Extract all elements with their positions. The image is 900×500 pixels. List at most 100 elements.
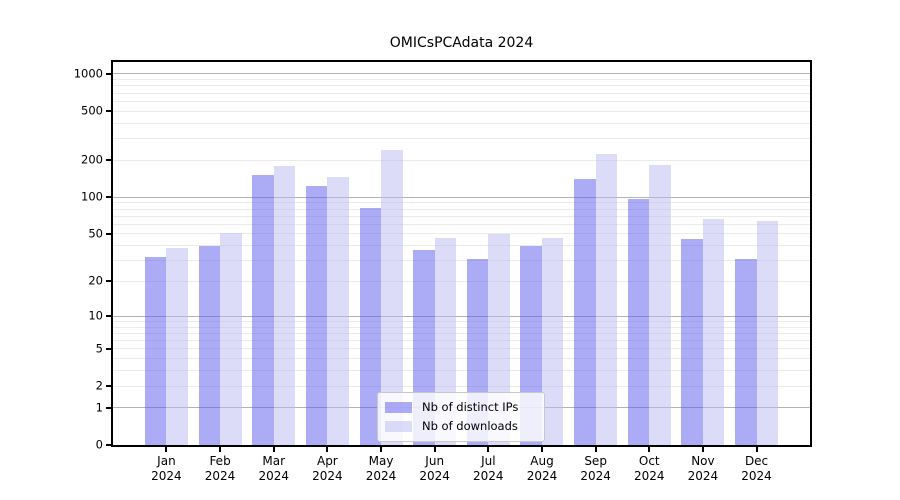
x-tick-month: Aug — [530, 454, 554, 468]
minor-gridline-70 — [113, 215, 810, 217]
x-tick-year: 2024 — [258, 469, 289, 483]
x-tick-may — [380, 447, 383, 452]
x-tick-month: Oct — [638, 454, 660, 468]
x-tick-month: Apr — [316, 454, 338, 468]
y-tick-label-500: 500 — [81, 103, 103, 118]
x-tick-label-feb: Feb 2024 — [193, 454, 247, 484]
bar-sep-distinct-ips — [574, 179, 596, 445]
minor-gridline-300 — [113, 138, 810, 139]
x-tick-label-apr: Apr 2024 — [300, 454, 354, 484]
x-tick-label-oct: Oct 2024 — [622, 454, 676, 484]
legend-item-downloads: Nb of downloads — [385, 417, 538, 435]
minor-gridline-600 — [113, 100, 810, 102]
minor-gridline-4 — [113, 358, 810, 360]
x-tick-month: Jun — [425, 454, 445, 468]
bar-mar-distinct-ips — [252, 174, 274, 445]
bar-may-distinct-ips — [359, 208, 382, 445]
minor-gridline-60 — [113, 223, 810, 225]
y-tick-label-200: 200 — [81, 152, 103, 167]
bar-dec-distinct-ips — [735, 258, 757, 445]
x-tick-month: Mar — [262, 454, 286, 468]
y-tick-500 — [106, 110, 111, 113]
legend-swatch-distinct-ips — [385, 401, 412, 413]
bar-nov-downloads — [702, 219, 725, 445]
x-tick-year: 2024 — [312, 469, 343, 483]
minor-gridline-40 — [113, 245, 810, 247]
bar-aug-downloads — [541, 238, 564, 445]
x-tick-label-jan: Jan 2024 — [139, 454, 193, 484]
bar-apr-downloads — [327, 176, 349, 445]
x-tick-month: Sep — [584, 454, 607, 468]
x-tick-oct — [648, 447, 651, 452]
x-tick-year: 2024 — [633, 469, 665, 483]
legend: Nb of distinct IPs Nb of downloads — [377, 392, 545, 442]
minor-gridline-8 — [113, 326, 810, 328]
x-tick-year: 2024 — [419, 469, 450, 483]
y-tick-label-10: 10 — [88, 308, 103, 323]
x-tick-jun — [433, 447, 436, 452]
y-tick-label-20: 20 — [88, 273, 103, 288]
x-tick-label-nov: Nov 2024 — [676, 454, 730, 484]
minor-gridline-200 — [113, 159, 810, 161]
y-tick-label-50: 50 — [88, 226, 103, 241]
bar-oct-downloads — [649, 164, 671, 445]
legend-label-distinct-ips: Nb of distinct IPs — [422, 400, 519, 414]
x-tick-label-jul: Jul 2024 — [461, 454, 515, 484]
y-tick-5 — [106, 347, 111, 350]
chart-title: OMICsPCAdata 2024 — [389, 35, 534, 51]
y-tick-20 — [106, 280, 111, 283]
minor-gridline-3 — [113, 370, 810, 372]
x-tick-label-dec: Dec 2024 — [730, 454, 784, 484]
minor-gridline-500 — [113, 110, 810, 112]
x-tick-feb — [219, 447, 222, 452]
minor-gridline-900 — [113, 79, 810, 81]
x-tick-year: 2024 — [687, 469, 719, 483]
major-gridline-1000 — [113, 73, 810, 75]
minor-gridline-7 — [113, 332, 810, 334]
x-tick-year: 2024 — [365, 469, 397, 483]
bar-nov-distinct-ips — [681, 239, 703, 445]
bar-feb-downloads — [220, 232, 242, 445]
y-tick-label-1: 1 — [95, 400, 103, 415]
minor-gridline-30 — [113, 260, 810, 262]
y-tick-label-0: 0 — [95, 437, 103, 452]
x-tick-label-mar: Mar 2024 — [247, 454, 301, 484]
minor-gridline-5 — [113, 348, 810, 350]
bar-jan-distinct-ips — [144, 257, 167, 445]
x-tick-label-jun: Jun 2024 — [408, 454, 462, 484]
bar-may-downloads — [381, 150, 403, 445]
y-tick-label-2: 2 — [95, 378, 103, 393]
minor-gridline-2 — [113, 385, 810, 387]
x-tick-aug — [540, 447, 543, 452]
bar-oct-distinct-ips — [627, 198, 650, 445]
y-tick-200 — [106, 159, 111, 162]
x-tick-year: 2024 — [580, 469, 611, 483]
x-tick-month: Jan — [157, 454, 176, 468]
minor-gridline-400 — [113, 122, 810, 124]
x-tick-mar — [272, 447, 275, 452]
legend-label-downloads: Nb of downloads — [422, 419, 518, 433]
y-tick-1000 — [106, 72, 111, 75]
x-tick-sep — [594, 447, 597, 452]
y-tick-label-100: 100 — [81, 189, 103, 204]
x-tick-dec — [755, 447, 758, 452]
y-tick-50 — [106, 232, 111, 235]
y-tick-10 — [106, 315, 111, 318]
major-gridline-100 — [113, 196, 810, 198]
y-tick-1 — [106, 406, 111, 409]
bar-apr-distinct-ips — [305, 185, 328, 445]
y-tick-label-1000: 1000 — [73, 66, 103, 81]
x-tick-month: Nov — [691, 454, 715, 468]
x-tick-jan — [165, 447, 168, 452]
bar-jan-downloads — [166, 248, 188, 445]
x-tick-year: 2024 — [473, 469, 504, 483]
x-tick-month: Feb — [209, 454, 231, 468]
minor-gridline-800 — [113, 85, 810, 87]
minor-gridline-6 — [113, 339, 810, 341]
x-tick-year: 2024 — [741, 469, 772, 483]
x-tick-month: May — [368, 454, 394, 468]
x-tick-label-aug: Aug 2024 — [515, 454, 569, 484]
legend-item-distinct-ips: Nb of distinct IPs — [385, 398, 538, 416]
x-tick-month: Jul — [481, 454, 496, 468]
